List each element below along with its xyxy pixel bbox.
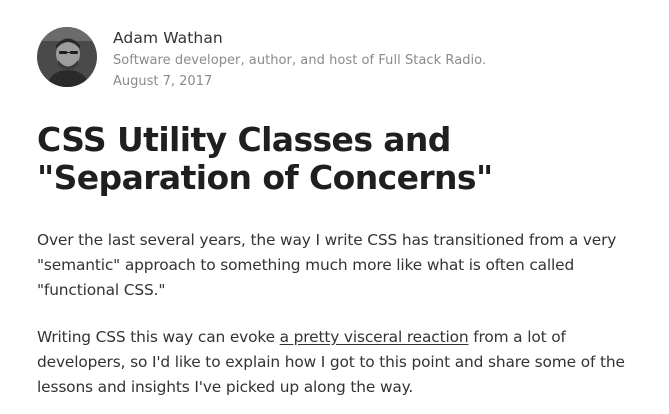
visceral-reaction-link[interactable]: a pretty visceral reaction — [279, 328, 469, 346]
paragraph-2-text-after: from a lot of developers, so I'd like to… — [37, 328, 625, 396]
article-page: Adam Wathan Software developer, author, … — [37, 22, 652, 400]
author-byline: Adam Wathan Software developer, author, … — [37, 22, 652, 92]
post-date: August 7, 2017 — [113, 74, 213, 89]
author-meta: Adam Wathan Software developer, author, … — [113, 28, 486, 92]
author-avatar[interactable] — [37, 27, 97, 87]
author-bio: Software developer, author, and host of … — [113, 53, 487, 68]
article-paragraph-1: Over the last several years, the way I w… — [37, 231, 617, 299]
author-portrait-icon — [37, 27, 97, 87]
paragraph-2-text-before: Writing CSS this way can evoke — [37, 328, 280, 346]
article-title: CSS Utility Classes and "Separation of C… — [37, 120, 493, 197]
article-paragraph-2: Writing CSS this way can evoke a pretty … — [37, 325, 652, 400]
author-name[interactable]: Adam Wathan — [113, 29, 223, 47]
